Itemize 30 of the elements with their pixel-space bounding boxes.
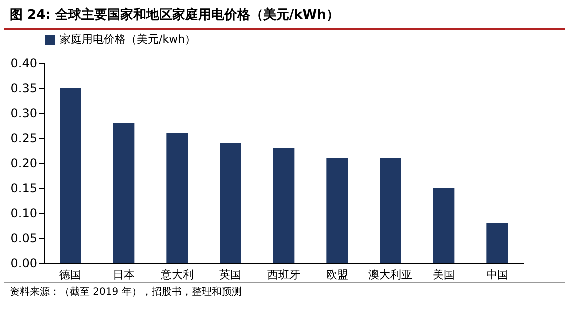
bar (166, 133, 188, 263)
x-tick-label: 中国 (486, 268, 508, 282)
text: 资料来源：（截至 2019 年），招股书，整理和预测 (4, 282, 565, 301)
y-tick-label: 0.25 (10, 132, 38, 146)
x-tick-label: 西班牙 (268, 268, 300, 282)
legend-label: 家庭用电价格（美元/kwh） (60, 33, 196, 46)
bar (113, 123, 135, 263)
bar (433, 188, 455, 263)
y-tick-label: 0.00 (10, 256, 38, 270)
x-tick-label: 美国 (433, 268, 455, 282)
y-tick-label: 0.10 (10, 206, 38, 220)
x-tick-label: 欧盟 (326, 268, 348, 282)
y-tick-label: 0.30 (10, 106, 38, 120)
y-tick-label: 0.05 (10, 232, 38, 246)
bar (273, 148, 295, 263)
y-tick-label: 0.40 (10, 56, 38, 70)
bar (380, 158, 402, 263)
y-tick-label: 0.15 (10, 182, 38, 196)
x-tick-label: 意大利 (160, 268, 194, 282)
bar (60, 88, 82, 263)
bar (486, 223, 508, 263)
x-tick-label: 日本 (113, 268, 135, 282)
bar (220, 143, 242, 263)
chart-title: 图 24: 全球主要国家和地区家庭用电价格（美元/kWh） (4, 0, 565, 30)
y-tick-label: 0.35 (10, 82, 38, 96)
x-tick-label: 英国 (220, 268, 242, 282)
y-tick-label: 0.20 (10, 156, 38, 170)
x-tick-label: 澳大利亚 (368, 268, 413, 282)
x-tick-label: 德国 (60, 268, 82, 282)
bar (326, 158, 348, 263)
